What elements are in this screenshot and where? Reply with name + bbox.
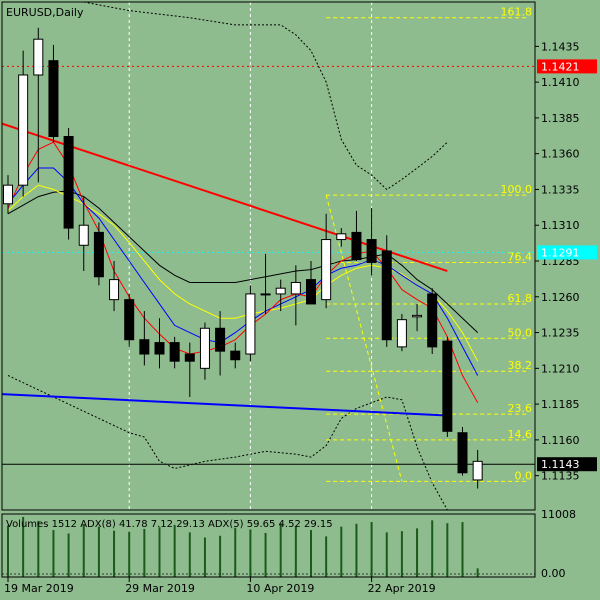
- candle-body: [472, 460, 483, 481]
- price-tick-label: 1.1185: [541, 398, 580, 411]
- volume-panel: [2, 516, 535, 577]
- candle-body: [139, 339, 150, 355]
- time-tick-label: 19 Mar 2019: [4, 582, 74, 595]
- candle-body: [321, 239, 332, 301]
- time-tick-label: 29 Mar 2019: [125, 582, 195, 595]
- candle-body: [336, 233, 347, 241]
- candle-body: [381, 250, 392, 341]
- fib-level-label: 161.8: [501, 6, 533, 19]
- candle-body: [199, 327, 210, 369]
- price-tag-box: [537, 59, 597, 74]
- price-tick-label: 1.1260: [541, 291, 580, 304]
- price-tag-label: 1.1421: [541, 60, 580, 73]
- ma-long-line: [7, 190, 479, 333]
- frame-layer: [1, 1, 536, 578]
- candle-body: [275, 287, 286, 295]
- horizontal-lines-layer: [2, 65, 535, 465]
- price-tick-label: 1.1410: [541, 76, 580, 89]
- ma-fast-line: [7, 141, 479, 403]
- price-tick-label: 1.1435: [541, 40, 580, 53]
- price-tick-label: 1.1360: [541, 148, 580, 161]
- price-tag-label: 1.1291: [541, 246, 580, 259]
- price-tick-label: 1.1160: [541, 434, 580, 447]
- candle-body: [396, 319, 407, 348]
- volume-tick-label: 11008: [541, 508, 576, 521]
- price-tick-label: 1.1210: [541, 362, 580, 375]
- ma-slow-line: [7, 184, 479, 362]
- fib-level-label: 23.6: [508, 402, 533, 415]
- time-tick-label: 10 Apr 2019: [246, 582, 314, 595]
- price-tick-label: 1.1310: [541, 219, 580, 232]
- candle-body: [93, 231, 104, 278]
- price-panel-frame: [1, 1, 536, 511]
- envelope-lower: [7, 375, 448, 511]
- fibonacci-layer: 161.8 100.0 76.4 61.8 50.0 38.2 23.6 14.6 0.0: [325, 6, 533, 482]
- candle-body: [78, 224, 89, 246]
- fib-level-label: 50.0: [508, 326, 533, 339]
- candle-body: [245, 293, 256, 355]
- candle-body: [427, 293, 438, 348]
- candles-layer: [3, 27, 483, 489]
- price-tick-label: 1.1135: [541, 470, 580, 483]
- price-tick-label: 1.1335: [541, 183, 580, 196]
- volume-panel-frame: [1, 513, 536, 578]
- candle-body: [230, 350, 241, 361]
- price-tag-label: 1.1143: [541, 458, 580, 471]
- candle-body: [366, 239, 377, 263]
- candle-body: [442, 340, 453, 432]
- fib-level-label: 0.0: [515, 469, 533, 482]
- envelope-layer: [7, 1, 448, 511]
- candle-body: [306, 279, 316, 305]
- fib-level-label: 61.8: [508, 292, 533, 305]
- volume-tick-label: 0.00: [541, 567, 566, 580]
- candle-body: [184, 353, 195, 362]
- candle-body: [3, 184, 13, 205]
- candle-body: [215, 327, 226, 352]
- volume-panel-label: Volumes 1512 ADX(8) 41.78 7.12 29.13 ADX…: [6, 519, 333, 530]
- candle-body: [412, 314, 423, 318]
- candle-body: [169, 342, 180, 362]
- price-tags-layer: 1.1421 1.1291 1.1143: [537, 59, 597, 472]
- moving-averages-layer: [7, 141, 479, 403]
- symbol-label: EURUSD,Daily: [6, 6, 84, 19]
- candle-body: [290, 281, 301, 295]
- candle-body: [63, 136, 74, 229]
- fib-level-label: 38.2: [508, 359, 533, 372]
- time-tick-label: 22 Apr 2019: [368, 582, 436, 595]
- price-tick-label: 1.1235: [541, 327, 580, 340]
- fib-swing-line: [325, 195, 403, 482]
- fib-level-label: 100.0: [501, 183, 533, 196]
- price-tag-box: [537, 245, 597, 260]
- candle-body: [18, 74, 29, 186]
- candle-body: [154, 342, 165, 355]
- candle-body: [351, 231, 362, 261]
- candle-body: [124, 299, 135, 341]
- candle-body: [48, 60, 59, 138]
- envelope-upper: [83, 1, 448, 191]
- price-tick-label: 1.1385: [541, 112, 580, 125]
- candle-body: [109, 279, 120, 301]
- candle-body: [33, 38, 44, 76]
- candle-body: [457, 432, 468, 474]
- price-tag-box: [537, 457, 597, 472]
- fib-level-label: 14.6: [508, 428, 533, 441]
- candle-body: [260, 293, 271, 296]
- fib-level-label: 76.4: [508, 250, 533, 263]
- support-trendline: [1, 393, 448, 417]
